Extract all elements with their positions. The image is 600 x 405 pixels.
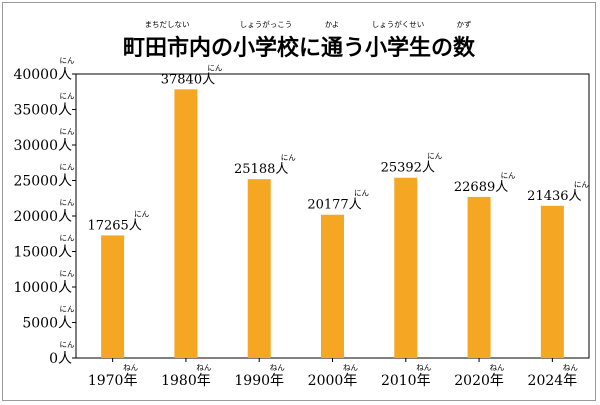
y-tick-ruby: にん [60, 198, 75, 207]
x-tick-ruby: ねん [270, 363, 285, 372]
y-tick-ruby: にん [60, 56, 75, 65]
y-tick-label: 15000人 [13, 245, 72, 261]
bar [247, 179, 271, 358]
data-label: 17265人 [87, 218, 141, 233]
data-label: 25392人 [381, 161, 435, 176]
x-tick-ruby: ねん [123, 363, 138, 372]
data-label: 22689人 [454, 180, 508, 195]
data-label-ruby: にん [354, 189, 369, 198]
x-tick-label: 2020年 [454, 373, 504, 389]
bar [540, 205, 564, 358]
data-label: 21436人 [527, 189, 581, 204]
y-tick-ruby: にん [60, 340, 75, 349]
y-axis: 0人にん5000人にん10000人にん15000人にん20000人にん25000… [13, 56, 76, 367]
data-label: 20177人 [307, 198, 361, 213]
title-ruby-1: しょうがっこう [240, 19, 293, 29]
data-label-ruby: にん [134, 209, 149, 218]
data-label: 37840人 [161, 72, 215, 87]
y-tick-ruby: にん [60, 234, 75, 243]
title-ruby-3: しょうがくせい [372, 19, 425, 29]
y-tick-ruby: にん [60, 127, 75, 136]
x-tick-label: 1970年 [88, 373, 138, 389]
x-tick-label: 1980年 [161, 373, 211, 389]
data-label-ruby: にん [281, 153, 296, 162]
x-tick-ruby: ねん [196, 363, 211, 372]
chart-frame: まちだしない しょうがっこう かよ しょうがくせい かず 町田市内の小学校に通う小学生の… [2, 2, 596, 401]
title-ruby: まちだしない しょうがっこう かよ しょうがくせい かず [145, 19, 472, 29]
y-tick-label: 20000人 [13, 209, 72, 225]
x-tick-label: 2000年 [308, 373, 358, 389]
y-tick-label: 0人 [49, 351, 72, 367]
bar [101, 235, 125, 358]
data-label-ruby: にん [574, 180, 589, 189]
title-ruby-4: かず [457, 19, 472, 29]
data-label-ruby: にん [501, 171, 516, 180]
x-tick-label: 2010年 [381, 373, 431, 389]
y-tick-label: 25000人 [13, 174, 72, 190]
bars: 17265人にん37840人にん25188人にん20177人にん25392人にん… [87, 63, 589, 358]
x-tick-label: 2024年 [528, 373, 578, 389]
y-tick-ruby: にん [60, 92, 75, 101]
bar [321, 214, 344, 358]
x-tick-label: 1990年 [234, 373, 284, 389]
y-tick-ruby: にん [60, 305, 75, 314]
x-tick-ruby: ねん [343, 363, 358, 372]
y-tick-label: 10000人 [13, 280, 72, 296]
y-tick-label: 40000人 [13, 67, 72, 83]
x-tick-ruby: ねん [490, 363, 505, 372]
chart-title: 町田市内の小学校に通う小学生の数 [123, 35, 476, 61]
title-ruby-2: かよ [325, 20, 340, 29]
y-tick-label: 5000人 [22, 316, 72, 332]
data-label-ruby: にん [427, 152, 442, 161]
bar [394, 177, 418, 358]
y-tick-label: 30000人 [13, 138, 72, 154]
y-tick-ruby: にん [60, 269, 75, 278]
chart-title-group: まちだしない しょうがっこう かよ しょうがくせい かず 町田市内の小学校に通う小学生の… [123, 19, 476, 61]
x-tick-ruby: ねん [563, 363, 578, 372]
data-label: 25188人 [234, 162, 288, 177]
data-label-ruby: にん [207, 63, 222, 72]
x-axis: 1970年ねん1980年ねん1990年ねん2000年ねん2010年ねん2020年… [88, 358, 578, 389]
y-tick-ruby: にん [60, 163, 75, 172]
bar [467, 196, 491, 358]
y-tick-label: 35000人 [13, 103, 72, 119]
chart: まちだしない しょうがっこう かよ しょうがくせい かず 町田市内の小学校に通う小学生の… [13, 19, 590, 389]
bar [174, 89, 198, 358]
title-ruby-0: まちだしない [145, 20, 190, 29]
x-tick-ruby: ねん [416, 363, 431, 372]
